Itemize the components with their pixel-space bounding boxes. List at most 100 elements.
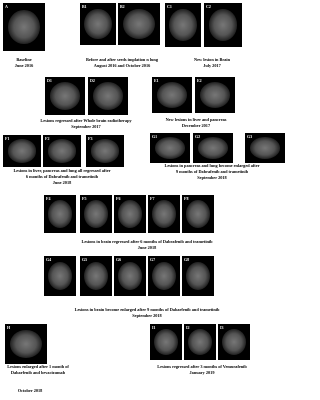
panel-label: E1 <box>154 78 159 83</box>
scan-image: D1 <box>45 77 85 115</box>
scan-image: G2 <box>193 133 233 163</box>
scan-image: F1 <box>3 135 41 167</box>
panel-label: A <box>5 4 8 9</box>
caption-line: December 2017 <box>181 123 211 128</box>
caption-line: Baseline <box>16 57 32 62</box>
scan-content <box>185 261 211 291</box>
panel-label: F1 <box>5 136 10 141</box>
panel-label: D2 <box>90 78 95 83</box>
caption-line: June 2016 <box>14 63 34 68</box>
panel-label: F2 <box>45 136 50 141</box>
caption-line: Lesions in pancreas and lung become enla… <box>164 163 260 168</box>
scan-content <box>197 137 229 159</box>
scan-content <box>208 9 238 41</box>
caption-line: 6 months of Dabrafenib and trametinib <box>25 174 99 179</box>
scan-image: H <box>5 324 47 364</box>
caption-line: Lesions regressed after 3 months of Vemu… <box>157 364 247 369</box>
panel-label: E2 <box>197 78 202 83</box>
scan-content <box>154 137 186 159</box>
scan-content <box>169 9 197 41</box>
panel-label: G4 <box>46 257 52 262</box>
caption: Lesions regressed after 3 months of Vemu… <box>157 364 247 376</box>
caption: New lesion in Brain July 2017 <box>194 57 230 69</box>
caption: Lesions in pancreas and lung become enla… <box>164 163 259 181</box>
caption-line: June 2018 <box>52 180 72 185</box>
scan-image: E1 <box>152 77 192 113</box>
scan-image: C2 <box>204 3 242 47</box>
scan-image: I3 <box>218 324 250 360</box>
caption-line: New lesions in liver and pancreas <box>165 117 227 122</box>
caption-line: Lesions enlarged after 1 month of <box>7 364 69 369</box>
panel-label: I3 <box>220 325 224 330</box>
panel-label: G6 <box>116 257 122 262</box>
panel-label: C1 <box>167 4 172 9</box>
scan-image: G6 <box>114 256 146 296</box>
panel-label: F3 <box>88 136 93 141</box>
scan-content <box>7 139 37 163</box>
panel-label: G1 <box>152 134 158 139</box>
caption-line: Lesions in brain regressed after 6 month… <box>81 239 213 244</box>
scan-image: G4 <box>44 256 76 296</box>
scan-image: I1 <box>150 324 182 360</box>
panel-label: I1 <box>152 325 156 330</box>
scan-image: F7 <box>148 195 180 233</box>
scan-image: F5 <box>80 195 112 233</box>
caption-line: September 2018 <box>132 313 162 318</box>
scan-content <box>156 82 188 108</box>
panel-label: G8 <box>184 257 190 262</box>
panel-label: F4 <box>46 196 51 201</box>
caption-line: January 2019 <box>189 370 215 375</box>
scan-content <box>92 82 124 110</box>
panel-label: F5 <box>82 196 87 201</box>
panel-label: B2 <box>120 4 125 9</box>
scan-content <box>221 329 247 355</box>
scan-content <box>83 200 109 228</box>
caption: October 2018 <box>18 388 43 394</box>
panel-label: G2 <box>195 134 201 139</box>
scan-content <box>123 8 155 40</box>
scan-image: A <box>3 3 45 51</box>
scan-content <box>151 261 177 291</box>
scan-image: G3 <box>245 133 285 163</box>
scan-content <box>249 137 281 159</box>
scan-image: G8 <box>182 256 214 296</box>
scan-image: F6 <box>114 195 146 233</box>
caption-line: Lesions in liver, pancreas and lung all … <box>13 168 111 173</box>
caption-line: September 2017 <box>71 124 101 129</box>
caption-line: Dabarfenib and bevacizumab <box>10 370 66 375</box>
caption: Lesions enlarged after 1 month of Dabarfe… <box>7 364 69 376</box>
scan-content <box>117 200 143 228</box>
caption-line: August 2016 and October 2016 <box>93 63 151 68</box>
scan-content <box>84 8 112 40</box>
caption-line: October 2018 <box>17 388 43 393</box>
caption: Lesions in liver, pancreas and lung all … <box>13 168 110 186</box>
panel-label: F6 <box>116 196 121 201</box>
caption-line: Lesions in brain become enlarged after 9… <box>74 307 220 312</box>
scan-image: G1 <box>150 133 190 163</box>
scan-content <box>187 329 213 355</box>
caption-line: June 2018 <box>137 245 157 250</box>
scan-content <box>153 329 179 355</box>
caption-line: Before and after seeds implation n lung <box>86 57 158 62</box>
panel-label: G7 <box>150 257 156 262</box>
caption-line: September 2018 <box>197 175 227 180</box>
scan-image: F2 <box>43 135 81 167</box>
scan-content <box>47 200 73 228</box>
scan-content <box>49 82 81 110</box>
panel-label: H <box>7 325 11 330</box>
scan-image: D2 <box>88 77 128 115</box>
scan-image: G5 <box>80 256 112 296</box>
caption-line: Lesions regressed after Whole brain radi… <box>40 118 132 123</box>
panel-label: G5 <box>82 257 88 262</box>
scan-content <box>47 139 77 163</box>
scan-image: F3 <box>86 135 124 167</box>
scan-content <box>10 329 42 359</box>
caption-line: July 2017 <box>203 63 221 68</box>
panel-label: I2 <box>186 325 190 330</box>
scan-content <box>8 9 40 45</box>
scan-image: I2 <box>184 324 216 360</box>
scan-content <box>185 200 211 228</box>
scan-image: F4 <box>44 195 76 233</box>
scan-image: B1 <box>80 3 116 45</box>
scan-image: B2 <box>118 3 160 45</box>
